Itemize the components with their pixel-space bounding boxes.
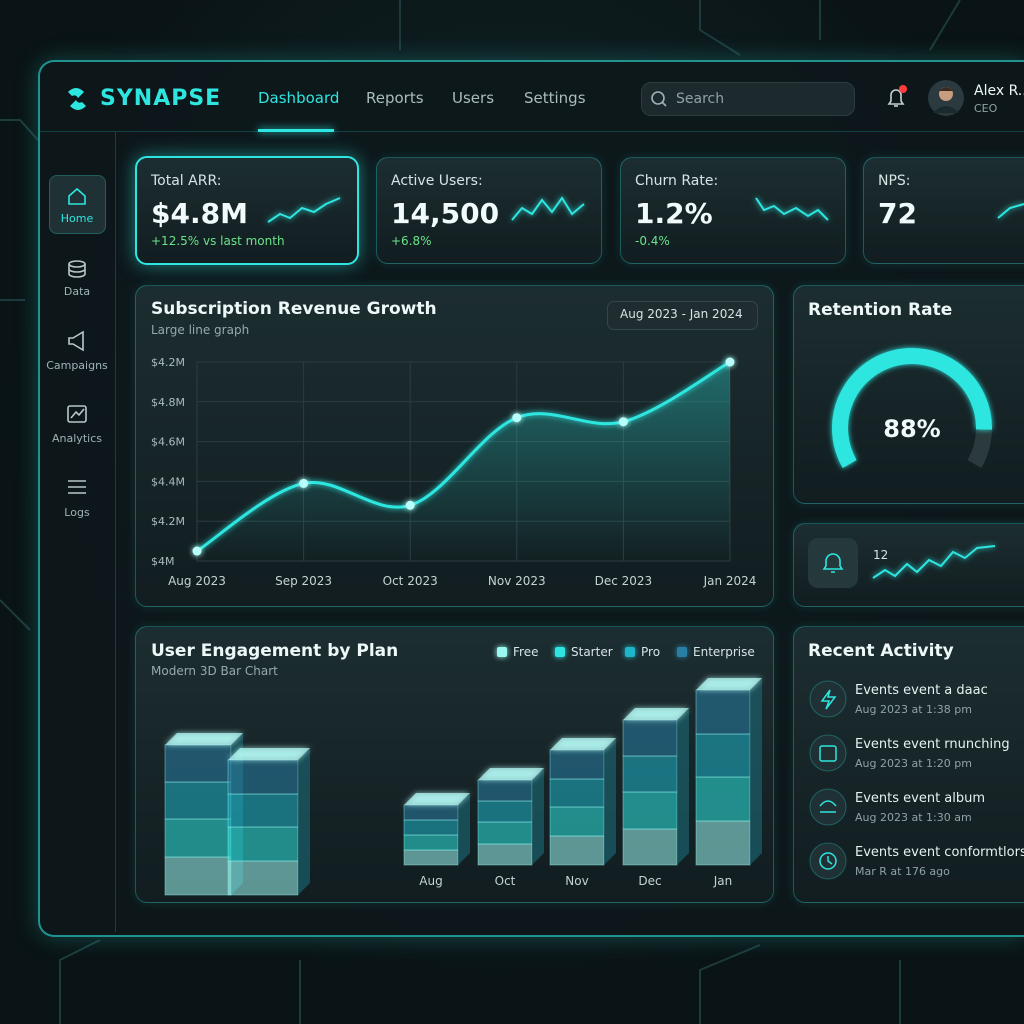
nav-underline xyxy=(258,129,334,132)
date-range: Aug 2023 - Jan 2024 xyxy=(620,307,743,321)
sidebar-icons xyxy=(67,187,87,494)
notification-bell[interactable] xyxy=(884,84,912,112)
activity-text: Events event a daac xyxy=(855,683,988,698)
activity-text: Events event rnunching xyxy=(855,737,1010,752)
kpi-delta: +6.8% xyxy=(391,234,432,248)
kpi-label: Churn Rate: xyxy=(635,173,719,189)
sidebar-link[interactable]: Analytics xyxy=(52,432,102,445)
avatar[interactable] xyxy=(927,79,965,117)
chart-subtitle: Large line graph xyxy=(151,323,250,337)
alert-count: 12 xyxy=(873,548,889,562)
activity-text: Events event album xyxy=(855,791,986,806)
alert-icon-bg xyxy=(808,538,858,588)
kpi-label: NPS: xyxy=(878,173,911,189)
activity-title: Recent Activity xyxy=(808,641,954,661)
search-placeholder: Search xyxy=(676,91,725,107)
activity-time: Aug 2023 at 1:38 pm xyxy=(855,703,972,716)
nav-link[interactable]: Dashboard xyxy=(258,89,340,107)
kpi-delta: +12.5% vs last month xyxy=(151,234,285,248)
search-box[interactable] xyxy=(641,82,855,116)
activity-time: Mar R at 176 ago xyxy=(855,865,950,878)
nav-link[interactable]: Users xyxy=(452,89,495,107)
sidebar-link[interactable]: Data xyxy=(63,285,91,298)
header-divider xyxy=(40,131,1024,132)
sidebar-link[interactable]: Home xyxy=(60,212,94,225)
kpi-value: 72 xyxy=(878,197,917,230)
chart-title: User Engagement by Plan xyxy=(151,641,399,661)
alert-icon xyxy=(822,553,844,573)
chart-title: Retention Rate xyxy=(808,300,953,320)
date-range-box[interactable] xyxy=(607,301,758,330)
kpi-value: 1.2% xyxy=(635,197,713,230)
kpi-label: Active Users: xyxy=(391,173,483,189)
activity-icons xyxy=(809,680,847,880)
chart-title: Subscription Revenue Growth xyxy=(151,299,437,319)
sidebar-link[interactable]: Campaigns xyxy=(46,359,108,372)
sidebar-divider xyxy=(115,132,116,932)
search-icon xyxy=(651,91,667,107)
kpi-value: 14,500 xyxy=(391,197,500,230)
user-name: Alex R... xyxy=(974,83,1024,99)
nav-link[interactable]: Reports xyxy=(366,89,424,107)
kpi-value: $4.8M xyxy=(151,197,248,230)
activity-time: Aug 2023 at 1:20 pm xyxy=(855,757,972,770)
sidebar-link[interactable]: Logs xyxy=(64,506,90,519)
activity-text: Events event conformtlors xyxy=(855,845,1024,860)
user-role: CEO xyxy=(974,102,998,115)
kpi-label: Total ARR: xyxy=(151,173,222,189)
kpi-card xyxy=(863,157,1024,264)
chart-subtitle: Modern 3D Bar Chart xyxy=(151,664,278,678)
nav-link[interactable]: Settings xyxy=(524,89,586,107)
activity-time: Aug 2023 at 1:30 am xyxy=(855,811,972,824)
logo-icon xyxy=(68,88,86,110)
logo-text: SYNAPSE xyxy=(100,86,222,111)
kpi-delta: -0.4% xyxy=(635,234,670,248)
